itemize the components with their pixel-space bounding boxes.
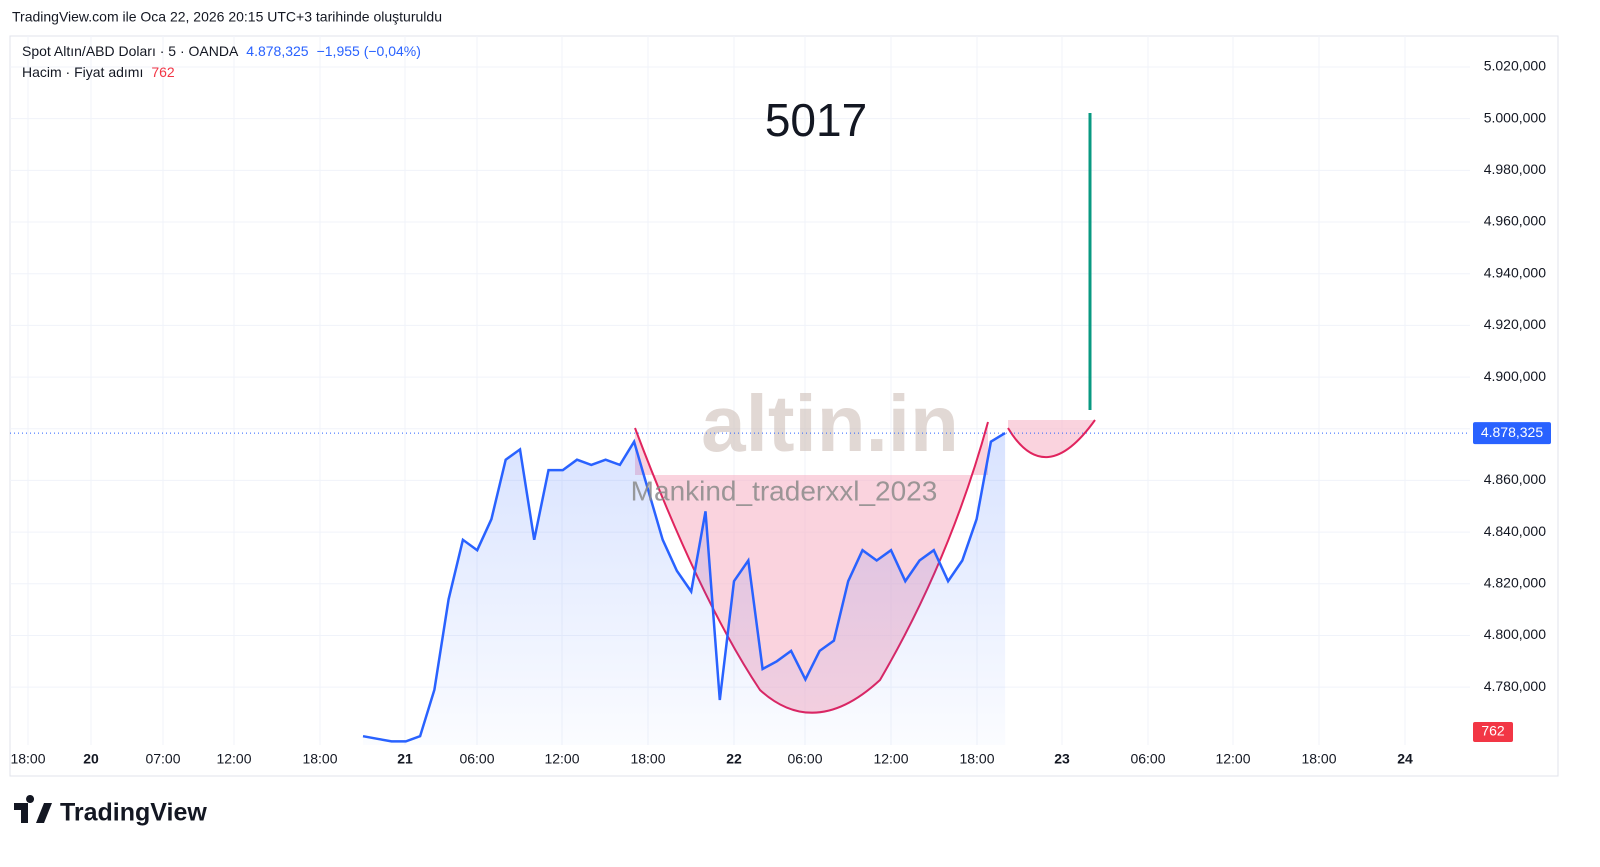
x-tick-label: 18:00	[959, 751, 994, 767]
price-change: −1,955 (−0,04%)	[317, 43, 421, 59]
volume-tag	[1473, 722, 1513, 742]
price-area	[363, 433, 1006, 745]
last-price-tag-text: 4.878,325	[1481, 424, 1543, 440]
volume-tag-text: 762	[1481, 723, 1505, 739]
header: TradingView.com ile Oca 22, 2026 20:15 U…	[12, 9, 442, 25]
x-tick-label: 18:00	[10, 751, 45, 767]
x-tick-label: 18:00	[630, 751, 665, 767]
y-tick-label: 4.980,000	[1484, 161, 1546, 177]
x-tick-label: 07:00	[145, 751, 180, 767]
last-price-tag	[1473, 422, 1551, 445]
x-tick-label: 23	[1054, 751, 1070, 767]
y-tick-label: 4.940,000	[1484, 264, 1546, 280]
y-tick-label: 4.920,000	[1484, 316, 1546, 332]
volume-label: Hacim · Fiyat adımı	[22, 64, 143, 80]
logo-icon	[14, 795, 52, 823]
y-tick-label: 4.960,000	[1484, 213, 1546, 229]
x-tick-label: 20	[83, 751, 99, 767]
y-tick-label: 4.780,000	[1484, 678, 1546, 694]
price-line	[362, 432, 1006, 743]
x-tick-label: 12:00	[216, 751, 251, 767]
y-tick-label: 5.000,000	[1484, 109, 1546, 125]
y-tick-label: 4.900,000	[1484, 368, 1546, 384]
watermark-logo: altin.in	[701, 379, 959, 468]
legend-volume: Hacim · Fiyat adımı 762	[22, 64, 175, 80]
footer-logo: TradingView	[14, 795, 207, 827]
x-tick-label: 12:00	[873, 751, 908, 767]
x-tick-label: 24	[1397, 751, 1413, 767]
x-tick-label: 06:00	[459, 751, 494, 767]
x-tick-label: 21	[397, 751, 413, 767]
x-tick-label: 18:00	[302, 751, 337, 767]
x-tick-label: 22	[726, 751, 742, 767]
x-tick-label: 06:00	[1130, 751, 1165, 767]
annotation: 5017	[765, 94, 867, 146]
watermark-author: Mankind_traderxxl_2023	[631, 475, 938, 506]
x-tick-label: 18:00	[1301, 751, 1336, 767]
last-price: 4.878,325	[246, 43, 308, 59]
volume-value: 762	[151, 64, 175, 80]
y-tick-label: 5.020,000	[1484, 58, 1546, 74]
y-tick-label: 4.800,000	[1484, 626, 1546, 642]
x-tick-label: 12:00	[544, 751, 579, 767]
plot-frame	[9, 35, 1559, 777]
y-tick-label: 4.840,000	[1484, 523, 1546, 539]
x-tick-label: 12:00	[1215, 751, 1250, 767]
x-tick-label: 06:00	[787, 751, 822, 767]
symbol-name: Spot Altın/ABD Doları · 5 · OANDA	[22, 43, 239, 59]
handle-fill	[1008, 420, 1095, 458]
footer-text: TradingView	[60, 799, 207, 827]
legend-symbol: Spot Altın/ABD Doları · 5 · OANDA 4.878,3…	[22, 43, 421, 59]
y-tick-label: 4.820,000	[1484, 574, 1546, 590]
handle-line	[1007, 419, 1096, 458]
y-tick-label: 4.860,000	[1484, 471, 1546, 487]
